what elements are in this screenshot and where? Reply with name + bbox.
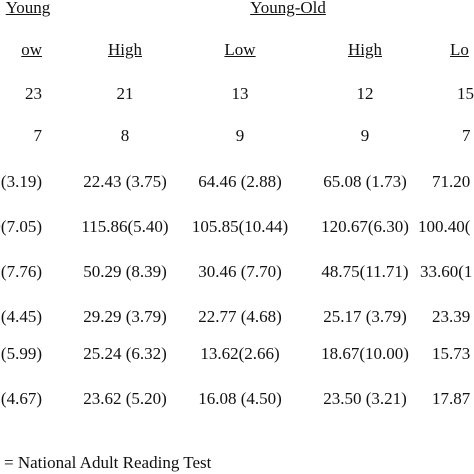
- table-cell: 7: [33, 126, 43, 145]
- footnote: = National Adult Reading Test: [4, 453, 212, 472]
- table-cell: 15.73: [432, 344, 471, 363]
- group-header: Young: [5, 0, 51, 17]
- column-header: Low: [224, 40, 256, 59]
- table-cell: 9(7.05): [0, 217, 42, 236]
- group-header: Young-Old: [250, 0, 326, 17]
- table-cell: 48.75(11.71): [321, 262, 409, 281]
- table-cell: 17.87: [432, 389, 471, 408]
- table-cell: 71.20 (: [432, 172, 474, 191]
- table-cell: 100.40(: [418, 217, 471, 236]
- table-cell: (4.45): [0, 307, 42, 326]
- table-cell: 15: [457, 84, 474, 103]
- table-cell: 29.29 (3.79): [83, 307, 167, 326]
- table-cell: 22.77 (4.68): [198, 307, 282, 326]
- table-cell: (7.76): [0, 262, 42, 281]
- table-cell: 7: [462, 126, 471, 145]
- table-cell: 23.39: [432, 307, 471, 326]
- table-cell: 23.50 (3.21): [323, 389, 407, 408]
- table-cell: 22.43 (3.75): [83, 172, 167, 191]
- column-header: High: [108, 40, 142, 59]
- table-cell: 9: [360, 126, 370, 145]
- table-cell: 65.08 (1.73): [323, 172, 407, 191]
- table-cell: 21: [116, 84, 134, 103]
- table-cell: 30.46 (7.70): [198, 262, 282, 281]
- table-cell: 25.17 (3.79): [323, 307, 407, 326]
- table-cell: 9: [235, 126, 245, 145]
- table-cell: 8: [120, 126, 130, 145]
- table-cell: 12: [356, 84, 374, 103]
- table-cell: 64.46 (2.88): [198, 172, 282, 191]
- table-cell: 13.62(2.66): [200, 344, 280, 363]
- table-cell: 13: [231, 84, 249, 103]
- table-cell: 25.24 (6.32): [83, 344, 167, 363]
- table-cell: 33.60(1: [420, 262, 473, 281]
- table-cell: (5.99): [0, 344, 42, 363]
- table-cell: 18.67(10.00): [321, 344, 409, 363]
- table-cell: 50.29 (8.39): [83, 262, 167, 281]
- table-cell: 16.08 (4.50): [198, 389, 282, 408]
- table-cell: 23: [25, 84, 42, 103]
- column-header: Lo: [450, 40, 469, 59]
- column-header: ow: [21, 40, 42, 59]
- column-header: High: [348, 40, 382, 59]
- table-cell: 23.62 (5.20): [83, 389, 167, 408]
- table-cell: 115.86(5.40): [81, 217, 169, 236]
- table-cell: (3.19): [0, 172, 42, 191]
- table-cell: 120.67(6.30): [321, 217, 409, 236]
- table-cell: (4.67): [0, 389, 42, 408]
- table-cell: 105.85(10.44): [191, 217, 289, 236]
